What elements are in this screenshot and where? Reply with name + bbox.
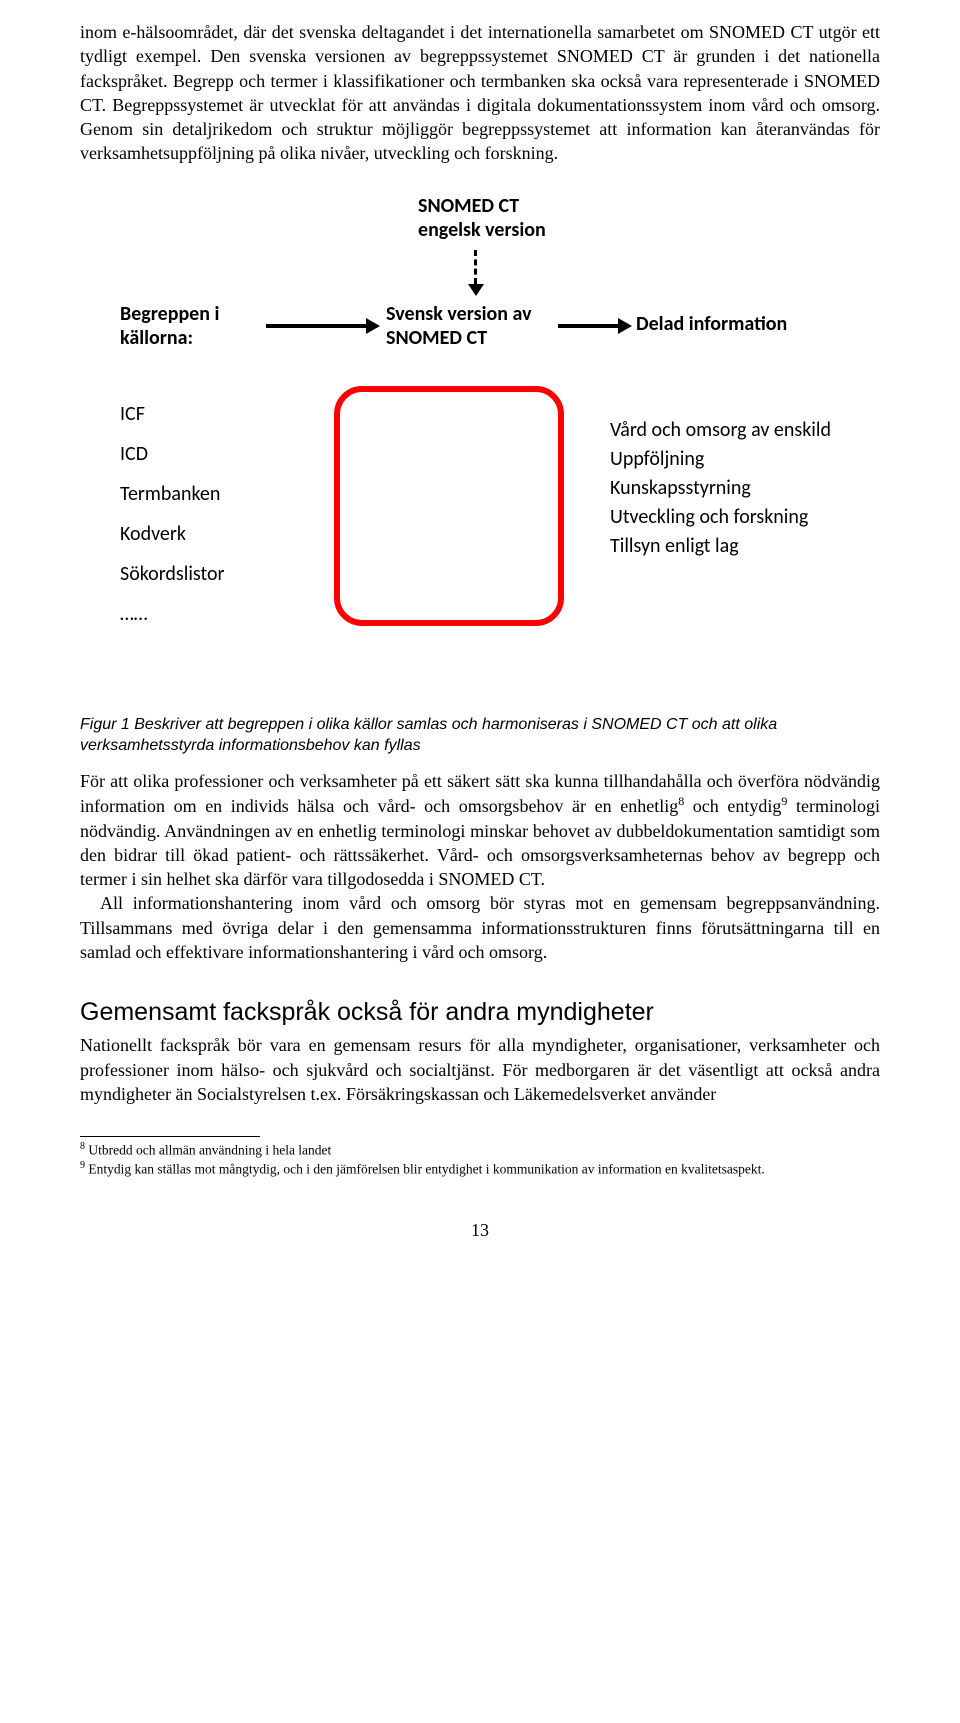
footnote-9-text: Entydig kan ställas mot mångtydig, och i… (85, 1161, 765, 1176)
source-item: ICD (120, 434, 225, 474)
diagram-left-header: Begreppen i källorna: (120, 302, 260, 350)
diagram-left-line1: Begreppen i (120, 302, 260, 326)
paragraph-1: inom e-hälsoområdet, där det svenska del… (80, 20, 880, 166)
page-number: 13 (80, 1220, 880, 1241)
footnote-9: 9 Entydig kan ställas mot mångtydig, och… (80, 1160, 880, 1178)
section-heading: Gemensamt fackspråk också för andra mynd… (80, 998, 880, 1027)
arrow-down-icon (468, 250, 470, 294)
diagram-mid-header: Svensk version av SNOMED CT (386, 302, 586, 350)
diagram-top-line2: engelsk version (418, 218, 546, 242)
diagram-source-list: ICF ICD Termbanken Kodverk Sökordslistor… (120, 394, 225, 634)
diagram-snomed-top: SNOMED CT engelsk version (418, 194, 546, 242)
paragraph-3: All informationshantering inom vård och … (80, 891, 880, 964)
footnote-divider (80, 1136, 260, 1137)
diagram-top-line1: SNOMED CT (418, 194, 546, 218)
paragraph-4: Nationellt fackspråk bör vara en gemensa… (80, 1033, 880, 1106)
diagram-left-line2: källorna: (120, 326, 260, 350)
para2-mid: och entydig (684, 796, 781, 816)
source-item: Termbanken (120, 474, 225, 514)
diagram-mid-line1: Svensk version av (386, 302, 586, 326)
arrow-right-2-icon (558, 318, 632, 334)
diagram-red-box (334, 386, 564, 626)
source-item: ICF (120, 394, 225, 434)
dest-item: Utveckling och forskning (610, 503, 831, 532)
dest-item: Kunskapsstyrning (610, 474, 831, 503)
dest-item: Tillsyn enligt lag (610, 532, 831, 561)
paragraph-2: För att olika professioner och verksamhe… (80, 769, 880, 891)
arrow-right-1-icon (266, 318, 380, 334)
figure-1-diagram: SNOMED CT engelsk version Begreppen i kä… (80, 194, 880, 674)
diagram-right-header: Delad information (636, 312, 836, 336)
diagram-mid-line2: SNOMED CT (386, 326, 586, 350)
source-item: …… (120, 594, 225, 634)
dest-item: Vård och omsorg av enskild (610, 416, 831, 445)
figure-caption: Figur 1 Beskriver att begreppen i olika … (80, 714, 880, 757)
diagram-dest-list: Vård och omsorg av enskild Uppföljning K… (610, 416, 831, 561)
source-item: Sökordslistor (120, 554, 225, 594)
dest-item: Uppföljning (610, 445, 831, 474)
footnote-8: 8 Utbredd och allmän användning i hela l… (80, 1141, 880, 1159)
footnote-8-text: Utbredd och allmän användning i hela lan… (85, 1143, 331, 1158)
source-item: Kodverk (120, 514, 225, 554)
